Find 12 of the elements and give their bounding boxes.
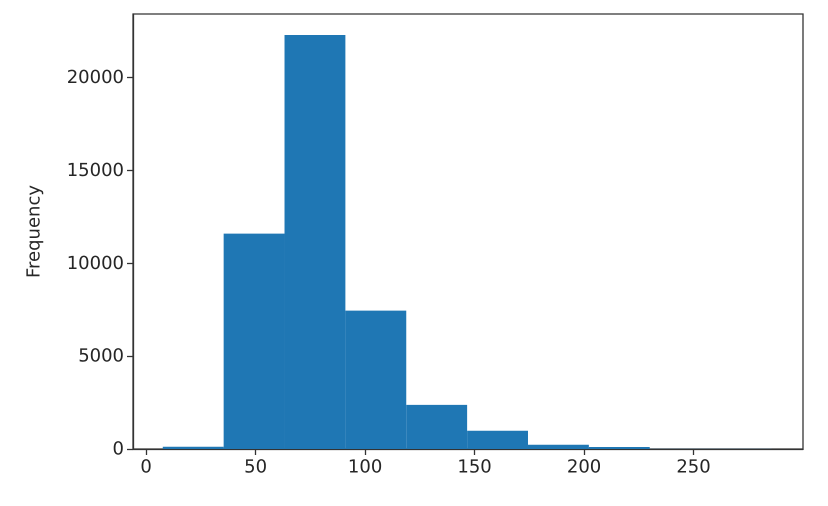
x-tick-label: 0 — [140, 456, 152, 478]
y-tick-label: 20000 — [66, 67, 124, 88]
x-tick-label: 50 — [244, 456, 268, 478]
y-tick-label: 5000 — [78, 346, 124, 367]
y-tick-label: 0 — [112, 438, 124, 460]
x-tick-label: 250 — [676, 456, 711, 478]
y-tick-label: 10000 — [66, 252, 124, 274]
x-tick-label: 100 — [348, 456, 382, 478]
y-axis-title: Frequency — [24, 184, 44, 278]
x-tick-label: 200 — [566, 456, 602, 478]
x-tick-label: 150 — [457, 456, 492, 478]
y-tick-label: 15000 — [66, 160, 124, 182]
